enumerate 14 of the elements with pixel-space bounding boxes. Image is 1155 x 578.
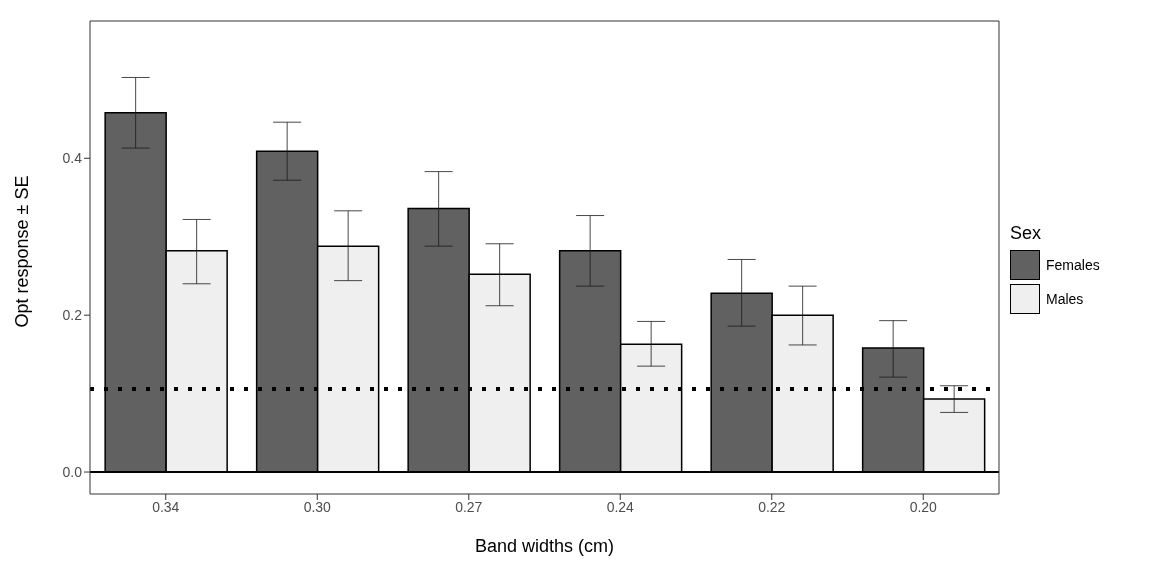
y-axis-title: Opt response ± SE: [12, 175, 33, 328]
legend-title: Sex: [1010, 223, 1043, 244]
x-tick-label: 0.34: [152, 498, 180, 515]
legend-label: Males: [1046, 291, 1084, 307]
x-tick-label: 0.30: [303, 498, 332, 515]
x-tick-label: 0.24: [606, 498, 635, 515]
y-tick-label: 0.0: [62, 464, 83, 481]
x-tick-label: 0.20: [909, 498, 938, 515]
y-tick-label: 0.4: [62, 150, 83, 167]
x-tick-label: 0.27: [455, 498, 483, 515]
legend-label: Females: [1046, 257, 1100, 273]
y-tick-label: 0.2: [62, 307, 83, 324]
x-axis-title: Band widths (cm): [474, 536, 615, 556]
x-tick-label: 0.22: [758, 498, 786, 515]
